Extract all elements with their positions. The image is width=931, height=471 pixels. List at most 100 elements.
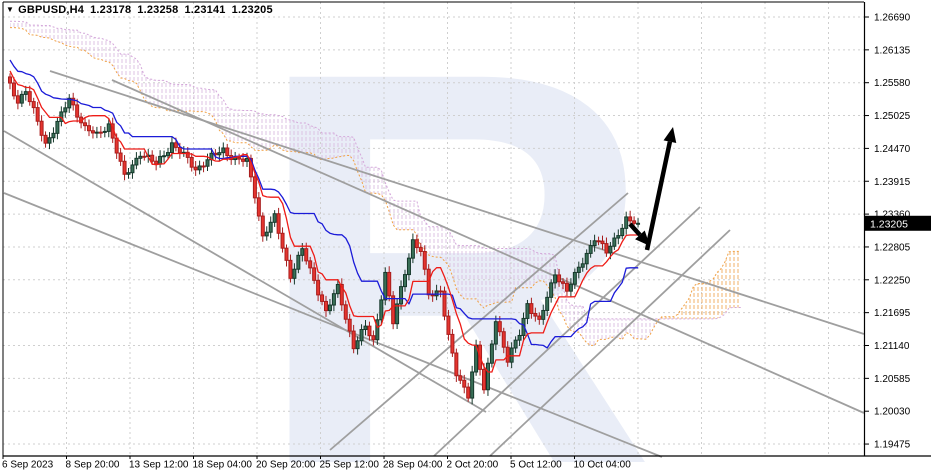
- trendline[interactable]: [111, 79, 865, 414]
- candle-body: [264, 231, 269, 237]
- price-tick-label[interactable]: 1.24470: [874, 144, 911, 155]
- candle-body: [8, 76, 12, 84]
- candle-body: [83, 122, 88, 127]
- candle-body: [482, 368, 486, 391]
- candle-body: [347, 318, 352, 332]
- candle-body: [94, 131, 99, 134]
- candle-body: [130, 164, 135, 174]
- price-tick-label[interactable]: 1.26135: [874, 45, 911, 56]
- price-tick-label[interactable]: 1.21695: [874, 308, 911, 319]
- candle-body: [537, 315, 542, 320]
- price-tick-label[interactable]: 1.20585: [874, 374, 911, 385]
- symbol-dropdown-icon[interactable]: ▼: [6, 5, 15, 14]
- time-tick-label[interactable]: 25 Sep 12:00: [320, 460, 380, 471]
- price-tick-label[interactable]: 1.22250: [874, 275, 911, 286]
- time-tick-label[interactable]: 20 Sep 20:00: [256, 460, 316, 471]
- candle-body: [320, 294, 325, 302]
- candle-body: [221, 147, 226, 154]
- candle-body: [304, 248, 309, 262]
- candle-body: [98, 131, 103, 134]
- candle-body: [363, 325, 368, 331]
- candle-body: [102, 130, 107, 133]
- candle-body: [237, 157, 242, 160]
- candle-body: [51, 132, 56, 139]
- candle-body: [114, 137, 119, 154]
- candle-body: [27, 91, 32, 103]
- candle-body: [414, 239, 419, 249]
- price-tick-label[interactable]: 1.19475: [874, 440, 911, 451]
- candle-body: [15, 95, 20, 104]
- candle-body: [580, 263, 585, 268]
- candle-body: [276, 213, 281, 234]
- time-tick-label[interactable]: 2 Oct 20:00: [447, 460, 499, 471]
- current-price-label: 1.23205: [870, 218, 908, 230]
- candle-body: [150, 154, 155, 162]
- candle-body: [410, 239, 415, 259]
- quote-close: 1.23205: [231, 4, 273, 16]
- forecast-arrow-head[interactable]: [635, 230, 650, 246]
- price-tick-label[interactable]: 1.21140: [874, 341, 910, 352]
- candle-body: [189, 156, 194, 168]
- candle-body: [296, 254, 301, 270]
- candle-body: [406, 257, 411, 276]
- price-tick-label[interactable]: 1.23360: [874, 210, 911, 221]
- time-tick-label[interactable]: 5 Oct 12:00: [510, 460, 562, 471]
- price-tick-label[interactable]: 1.22805: [874, 242, 911, 253]
- price-tick-label[interactable]: 1.25580: [874, 78, 911, 89]
- trendline[interactable]: [49, 70, 865, 335]
- candle-body: [561, 281, 565, 284]
- candle-body: [462, 379, 467, 388]
- time-tick-label[interactable]: 6 Sep 2023: [2, 460, 54, 471]
- candle-body: [485, 362, 490, 391]
- trendline[interactable]: [3, 192, 663, 458]
- forecast-arrow-head[interactable]: [663, 127, 677, 144]
- candle-body: [312, 267, 317, 281]
- candle-body: [327, 304, 332, 312]
- time-tick-label[interactable]: 10 Oct 04:00: [574, 460, 632, 471]
- candle-body: [446, 315, 451, 335]
- price-tick-label[interactable]: 1.23915: [874, 177, 911, 188]
- candle-body: [576, 266, 581, 273]
- candle-body: [616, 235, 621, 239]
- ichimoku-cloud: [10, 21, 658, 346]
- time-tick-label[interactable]: 18 Sep 04:00: [193, 460, 253, 471]
- candle-body: [134, 157, 139, 166]
- trendline[interactable]: [433, 206, 701, 457]
- price-tick-label[interactable]: 1.20030: [874, 407, 911, 418]
- candle-body: [300, 248, 305, 256]
- candle-body: [466, 386, 471, 399]
- time-tick-label[interactable]: 8 Sep 20:00: [66, 460, 120, 471]
- candle-body: [205, 159, 210, 167]
- candle-body: [553, 274, 558, 284]
- time-tick-label[interactable]: 13 Sep 12:00: [129, 460, 189, 471]
- price-tick-label[interactable]: 1.26690: [874, 13, 911, 24]
- forecast-arrow-shaft[interactable]: [628, 222, 642, 237]
- candle-body: [442, 290, 447, 317]
- quote-open: 1.23178: [90, 4, 132, 16]
- tenkan-sen-line: [9, 70, 639, 373]
- time-tick-label[interactable]: 28 Sep 04:00: [383, 460, 443, 471]
- candle-body: [620, 227, 625, 237]
- candle-body: [185, 151, 190, 158]
- price-tick-label[interactable]: 1.25025: [874, 111, 911, 122]
- candle-body: [375, 319, 380, 341]
- forecast-arrow-shaft[interactable]: [644, 141, 673, 251]
- candle-body: [355, 340, 360, 350]
- candle-body: [55, 120, 60, 134]
- candle-body: [426, 268, 431, 296]
- candle-body: [23, 91, 28, 95]
- trendline[interactable]: [489, 229, 731, 457]
- candle-body: [572, 271, 577, 285]
- candle-body: [63, 107, 68, 113]
- candle-body: [256, 197, 261, 217]
- candle-body: [458, 375, 463, 381]
- candle-body: [142, 155, 147, 158]
- candle-body: [568, 283, 573, 292]
- trendline[interactable]: [329, 192, 629, 451]
- trendline[interactable]: [3, 130, 487, 413]
- candle-body: [154, 160, 159, 165]
- candle-body: [501, 331, 506, 348]
- candle-body: [339, 283, 344, 306]
